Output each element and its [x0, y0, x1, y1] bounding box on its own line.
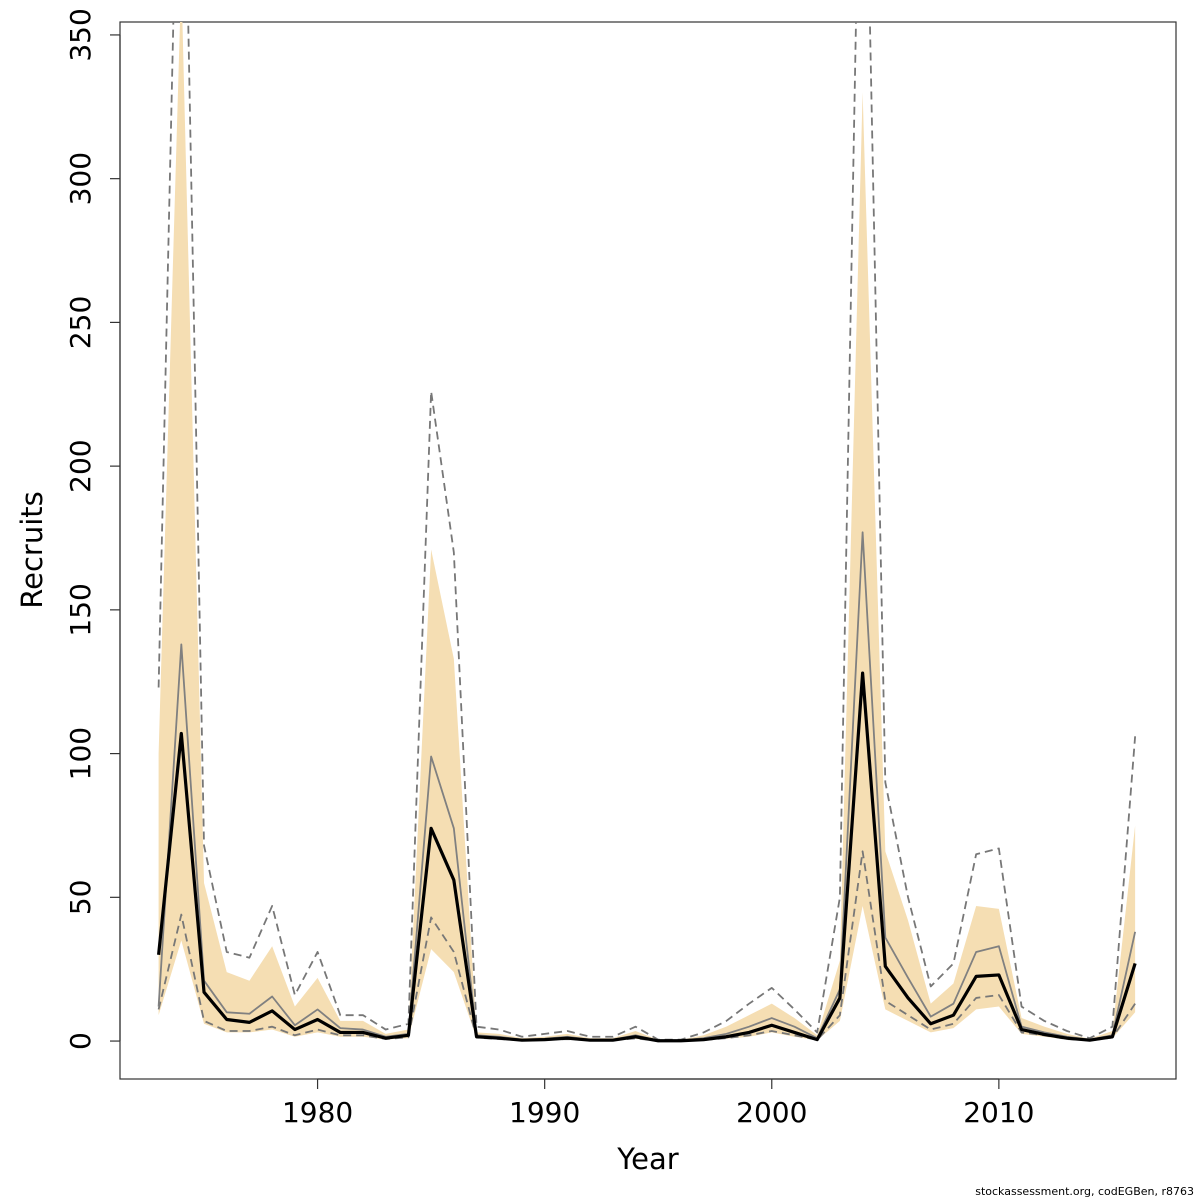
y-tick-label: 350 — [64, 8, 97, 61]
x-tick-label: 2010 — [963, 1096, 1034, 1129]
y-axis-label: Recruits — [15, 491, 49, 608]
y-tick-label: 200 — [64, 439, 97, 492]
y-tick-label: 250 — [64, 296, 97, 349]
line — [157, 671, 1137, 1043]
plot-frame — [119, 21, 1177, 1080]
x-tick-label: 2000 — [736, 1096, 807, 1129]
y-tick-label: 0 — [64, 1032, 97, 1050]
confidence-band — [158, 22, 1136, 1041]
x-tick-label: 1980 — [282, 1096, 353, 1129]
x-tick-label: 1990 — [509, 1096, 580, 1129]
y-tick-label: 150 — [64, 583, 97, 636]
y-tick-label: 50 — [64, 880, 97, 916]
plot-area — [157, 22, 1137, 1043]
y-tick-label: 300 — [64, 152, 97, 205]
x-axis-label: Year — [616, 1142, 678, 1176]
footer: stockassessment.org, codEGBen, r8763 — [975, 1185, 1194, 1198]
dashed-line — [157, 22, 1137, 1041]
y-tick-label: 100 — [64, 727, 97, 780]
